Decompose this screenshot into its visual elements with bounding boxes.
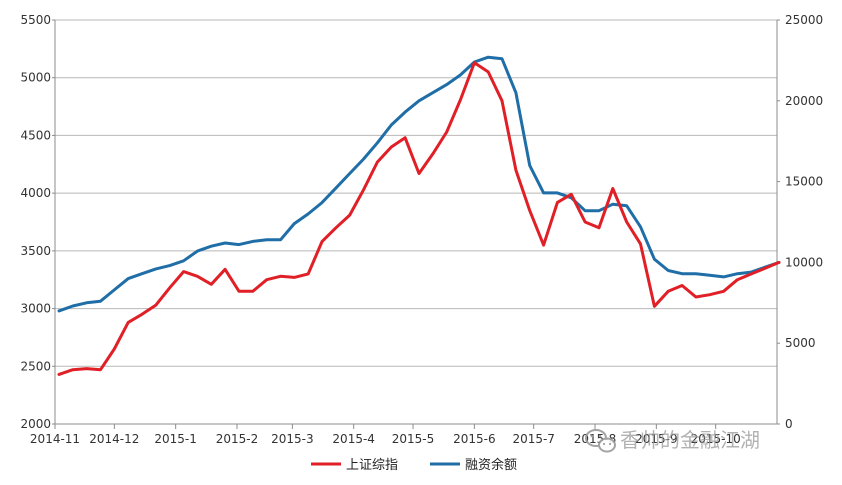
y-left-tick-label: 2500 <box>20 359 51 373</box>
x-tick-label: 2015-7 <box>512 432 555 446</box>
watermark: 香帅的金融江湖 <box>585 428 760 453</box>
x-tick-label: 2015-2 <box>216 432 259 446</box>
series-line-1 <box>57 61 781 376</box>
legend-label-series-2: 融资余额 <box>465 457 517 473</box>
y-right-tick-label: 20000 <box>785 94 823 108</box>
x-tick-label: 2015-1 <box>154 432 197 446</box>
x-tick-label: 2015-6 <box>453 432 496 446</box>
y-left-tick-label: 3500 <box>20 244 51 258</box>
x-tick-label: 2014-11 <box>30 432 80 446</box>
legend: 上证综指 融资余额 <box>311 457 517 473</box>
y-left-tick-label: 4500 <box>20 128 51 142</box>
series-line-2 <box>57 55 781 313</box>
gridlines <box>55 19 777 367</box>
wechat-icon <box>585 429 616 453</box>
y-left-tick-label: 2000 <box>20 417 51 431</box>
y-left-tick-label: 5000 <box>20 71 51 85</box>
y-right-tick-label: 5000 <box>785 336 816 350</box>
y-left-tick-label: 5500 <box>20 13 51 27</box>
axes: 2000 2500 3000 3500 4000 4500 5000 5500 0 5000 100… <box>20 13 823 446</box>
x-tick-label: 2015-10 <box>691 432 741 446</box>
y-left-tick-label: 3000 <box>20 302 51 316</box>
x-tick-label: 2015-4 <box>332 432 375 446</box>
watermark-text: 香帅的金融江湖 <box>620 428 760 452</box>
x-tick-label: 2015-5 <box>392 432 435 446</box>
x-tick-label: 2015-3 <box>271 432 314 446</box>
y-right-tick-label: 10000 <box>785 255 823 269</box>
series-lines <box>57 55 781 376</box>
x-tick-label: 2014-12 <box>89 432 139 446</box>
y-right-tick-label: 0 <box>785 417 793 431</box>
x-tick-label: 2015-9 <box>635 432 678 446</box>
legend-label-series-1: 上证综指 <box>346 458 398 473</box>
y-right-tick-label: 25000 <box>785 13 823 27</box>
y-right-tick-label: 15000 <box>785 175 823 189</box>
y-left-tick-label: 4000 <box>20 186 51 200</box>
